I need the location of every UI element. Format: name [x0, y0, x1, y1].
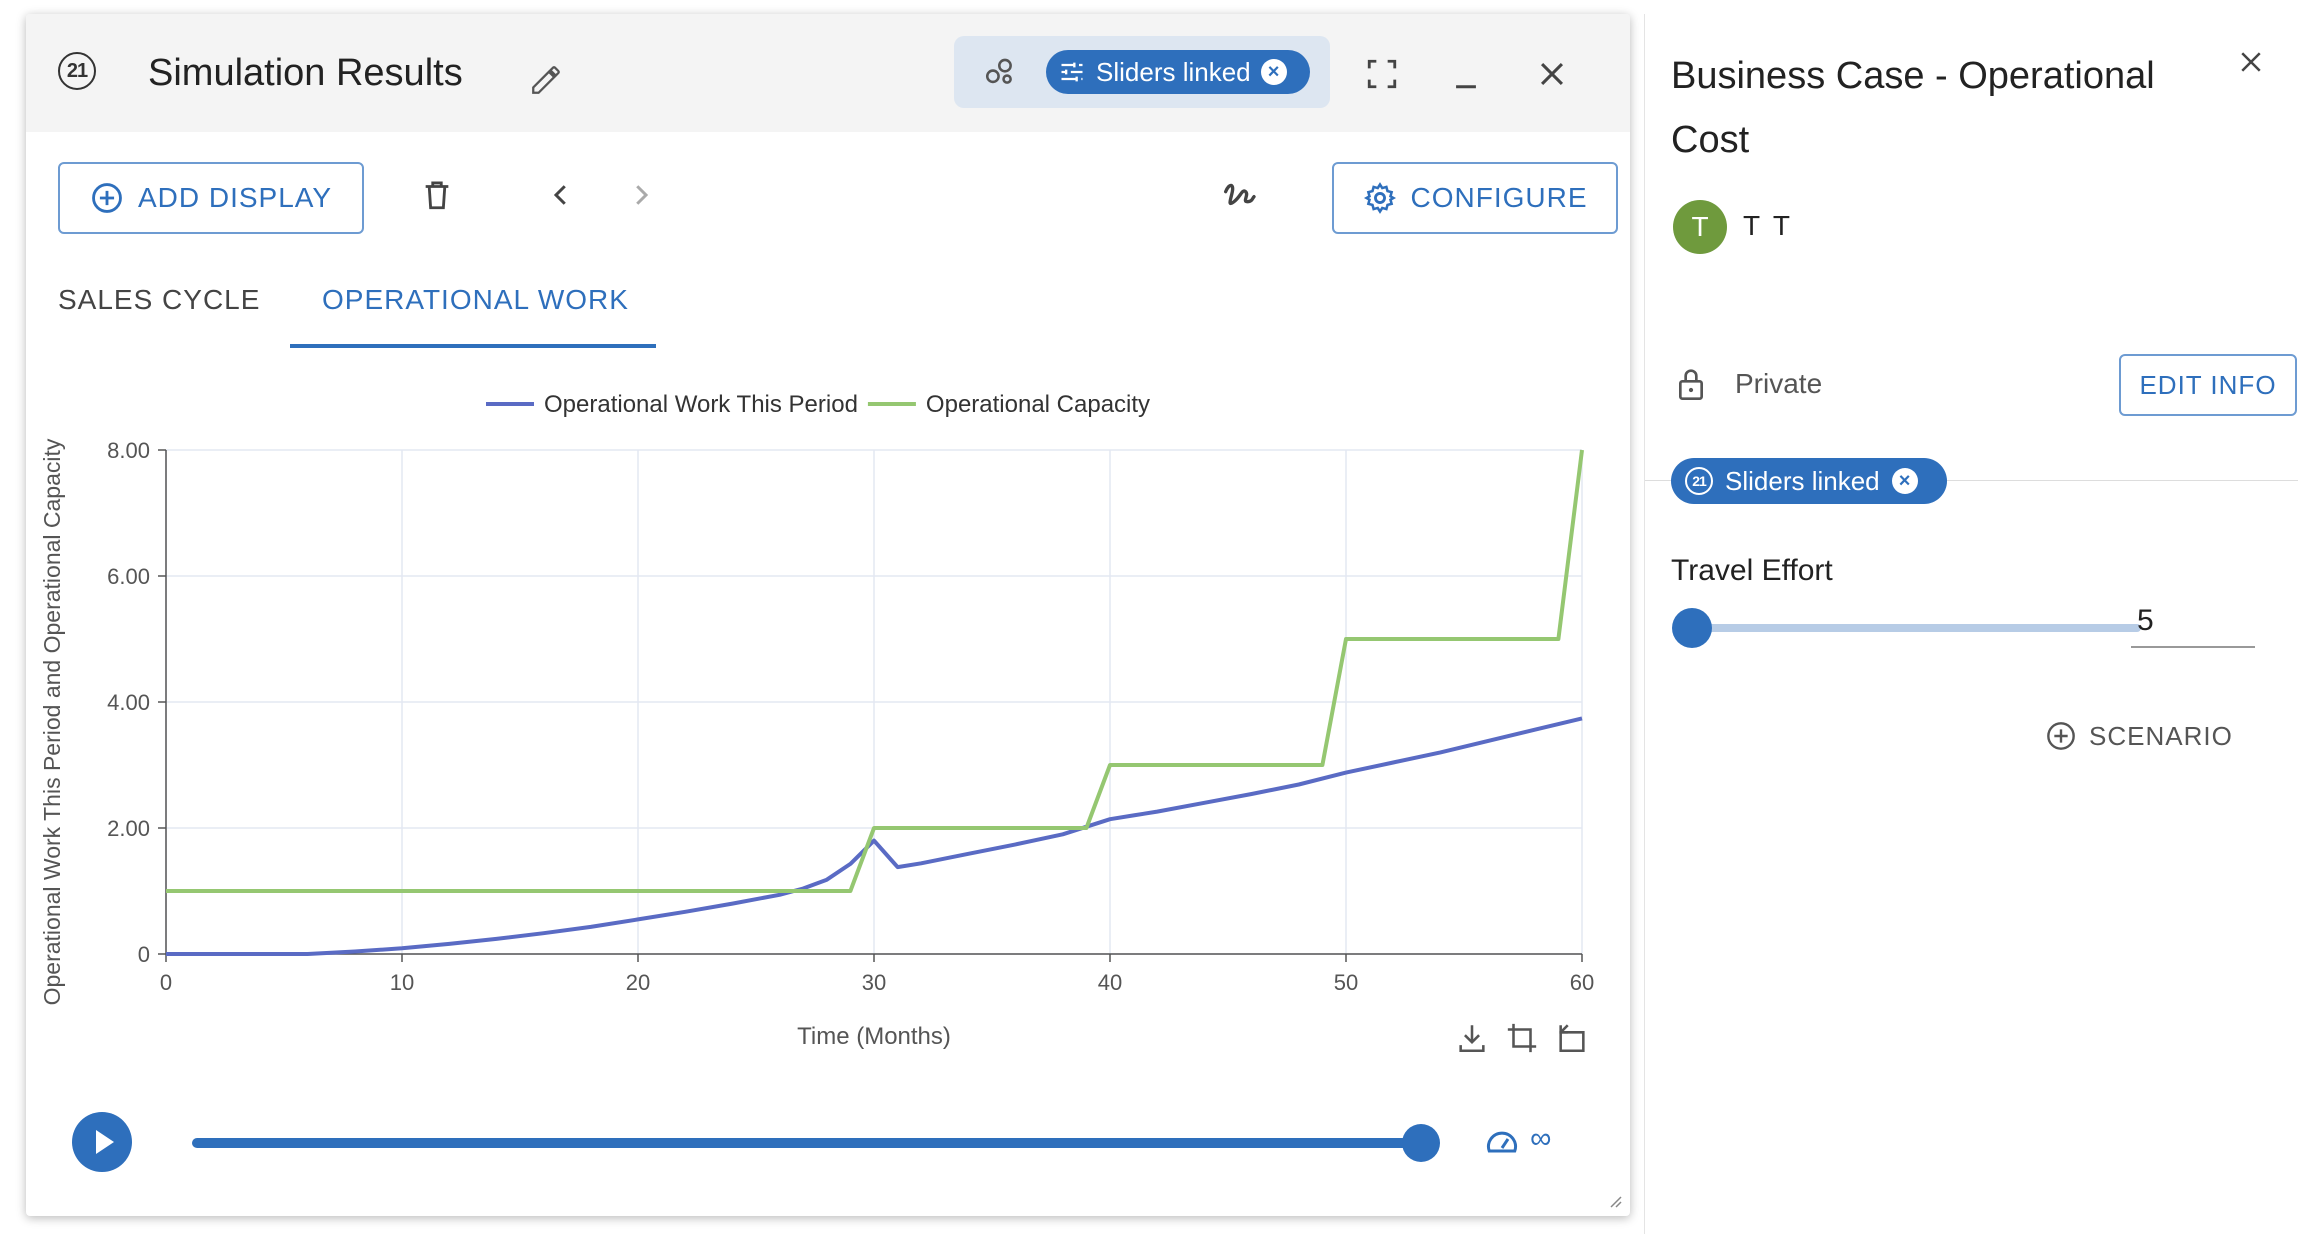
info-panel: Business Case - Operational Cost T T T P…	[1644, 14, 2298, 1234]
tab-sales-cycle[interactable]: SALES CYCLE	[58, 284, 261, 315]
user-name: T T	[1743, 210, 1793, 241]
travel-effort-label: Travel Effort	[1671, 554, 1833, 587]
x-tick-label: 50	[1334, 970, 1358, 995]
x-tick-label: 30	[862, 970, 886, 995]
configure-label: CONFIGURE	[1410, 182, 1588, 213]
timeline-slider-track[interactable]	[192, 1138, 1414, 1148]
speed-icon[interactable]	[1482, 1122, 1522, 1162]
x-tick-label: 0	[160, 970, 172, 995]
travel-effort-slider-track[interactable]	[1685, 624, 2141, 632]
y-tick-label: 4.00	[107, 690, 150, 715]
fullscreen-icon[interactable]	[1362, 54, 1402, 94]
linking-controls: Sliders linked ×	[954, 36, 1330, 108]
x-axis-title: Time (Months)	[797, 1023, 951, 1050]
add-circle-icon	[90, 181, 124, 215]
panel-header: 21 Simulation Results Sliders linked ×	[26, 14, 1630, 132]
simulation-results-panel: 21 Simulation Results Sliders linked ×	[26, 14, 1630, 1216]
edit-title-icon[interactable]	[528, 62, 564, 98]
divider	[1645, 480, 2298, 481]
play-icon	[96, 1130, 114, 1154]
speed-value[interactable]: ∞	[1530, 1122, 1552, 1155]
simulation-number-badge-info: 21	[1685, 467, 1713, 495]
delete-icon[interactable]	[416, 174, 458, 216]
x-tick-label: 10	[390, 970, 414, 995]
x-tick-label: 40	[1098, 970, 1122, 995]
gear-icon	[1363, 181, 1397, 215]
avatar: T	[1673, 200, 1727, 254]
zoom-select-icon[interactable]	[1502, 1018, 1542, 1058]
sliders-linked-chip[interactable]: Sliders linked ×	[1046, 50, 1310, 94]
chart-area: 0 10 20 30 40 50 60 0 2.00 4.00 6.00 8.00 Time (Mont…	[26, 374, 1626, 1079]
x-tick-label: 60	[1570, 970, 1594, 995]
tab-operational-work[interactable]: OPERATIONAL WORK	[322, 284, 629, 315]
sliders-linked-chip-info[interactable]: 21 Sliders linked ×	[1671, 458, 1947, 504]
operational-work-chart: 0 10 20 30 40 50 60 0 2.00 4.00 6.00 8.00 Time (Mont…	[39, 391, 1594, 1050]
x-tick-label: 20	[626, 970, 650, 995]
legend-label: Operational Capacity	[926, 391, 1150, 418]
next-display-icon[interactable]	[620, 174, 662, 216]
y-tick-label: 8.00	[107, 438, 150, 463]
remove-link-icon[interactable]: ×	[1260, 59, 1287, 85]
timeline-slider-thumb[interactable]	[1402, 1124, 1440, 1162]
y-tick-label: 0	[138, 942, 150, 967]
series-line-operational-work	[166, 716, 1583, 956]
link-bubbles-icon[interactable]	[982, 54, 1018, 90]
edit-info-button[interactable]: EDIT INFO	[2119, 354, 2297, 416]
y-axis-title: Operational Work This Period and Operati…	[39, 438, 65, 1005]
sliders-linked-label-info: Sliders linked	[1725, 465, 1880, 496]
sliders-tune-icon	[1058, 58, 1086, 86]
travel-effort-slider-thumb[interactable]	[1672, 608, 1712, 648]
play-button[interactable]	[72, 1112, 132, 1172]
series-line-operational-capacity	[166, 449, 1584, 893]
business-case-title: Business Case - Operational Cost	[1671, 55, 2155, 161]
sliders-linked-label: Sliders linked	[1096, 56, 1251, 87]
resize-handle-icon[interactable]	[1604, 1190, 1624, 1210]
close-panel-icon[interactable]	[1532, 54, 1572, 94]
remove-link-info-icon[interactable]: ×	[1891, 468, 1918, 494]
configure-button[interactable]: CONFIGURE	[1332, 162, 1618, 234]
active-tab-indicator	[290, 344, 656, 348]
download-icon[interactable]	[1452, 1018, 1492, 1058]
close-info-icon[interactable]	[2231, 42, 2271, 82]
panel-title: Simulation Results	[148, 52, 463, 94]
privacy-label: Private	[1735, 368, 1823, 399]
draw-icon[interactable]	[1216, 172, 1262, 218]
lock-icon	[1671, 362, 1711, 406]
y-tick-label: 2.00	[107, 816, 150, 841]
previous-display-icon[interactable]	[540, 174, 582, 216]
scenario-label: SCENARIO	[2089, 720, 2233, 751]
add-display-button[interactable]: ADD DISPLAY	[58, 162, 364, 234]
simulation-number-badge: 21	[58, 52, 96, 90]
reset-zoom-icon[interactable]	[1552, 1018, 1592, 1058]
y-tick-label: 6.00	[107, 564, 150, 589]
minimize-icon[interactable]	[1446, 54, 1486, 94]
add-scenario-button[interactable]: SCENARIO	[2045, 720, 2233, 752]
add-display-label: ADD DISPLAY	[137, 182, 333, 213]
legend-label: Operational Work This Period	[544, 391, 858, 418]
add-circle-icon	[2045, 720, 2077, 752]
travel-effort-input[interactable]: 5	[2131, 604, 2255, 648]
